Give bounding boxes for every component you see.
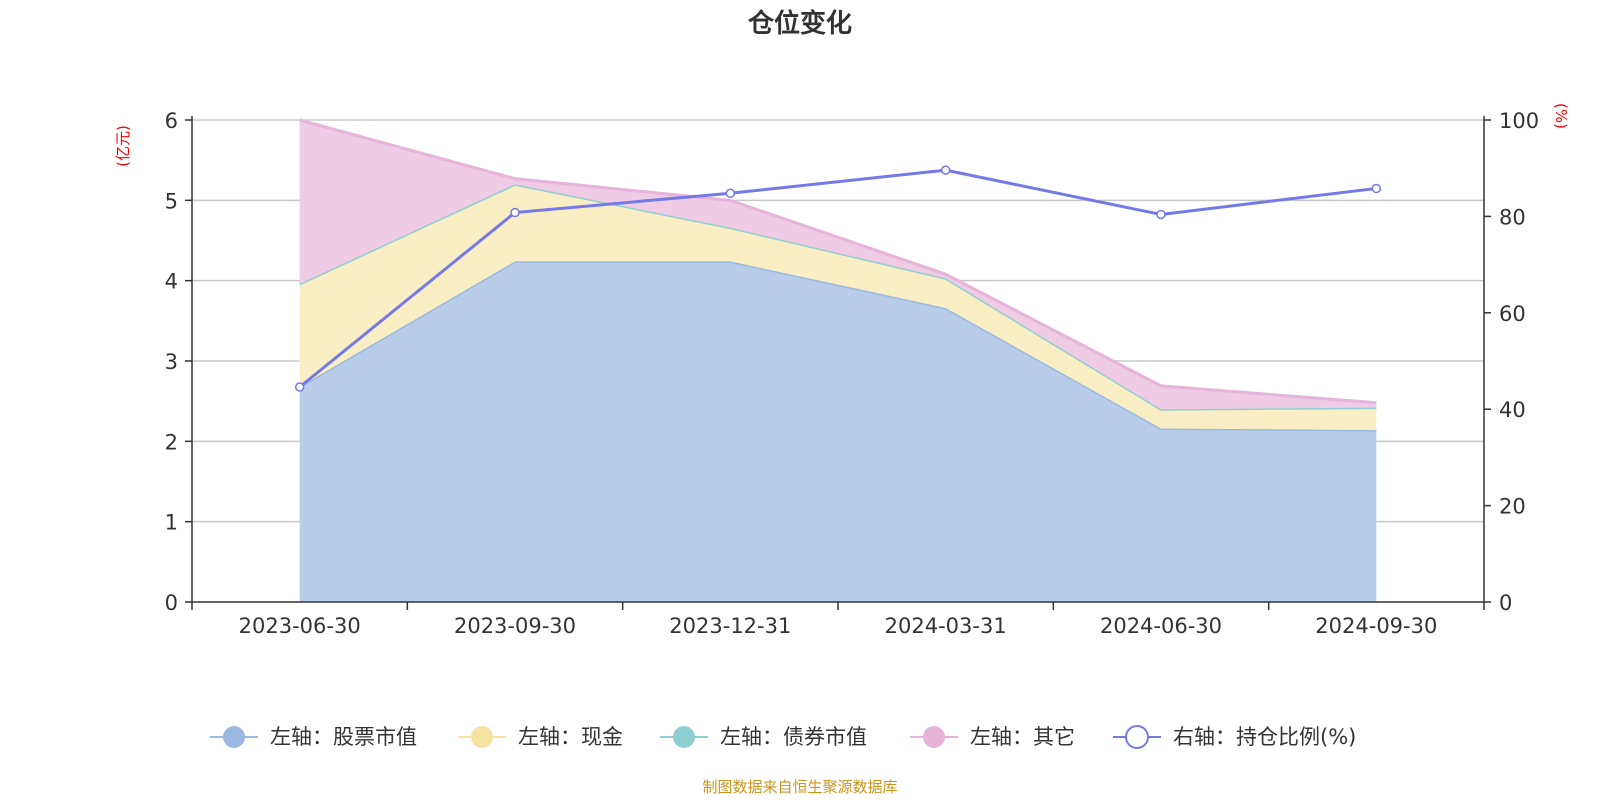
x-axis-tick-label: 2024-09-30: [1315, 614, 1437, 638]
right-axis-tick-label: 0: [1499, 591, 1512, 615]
x-axis-tick-label: 2024-03-31: [885, 614, 1007, 638]
legend-marker: [673, 726, 695, 748]
right-axis-tick-label: 60: [1499, 302, 1526, 326]
source-note: 制图数据来自恒生聚源数据库: [702, 778, 897, 796]
ratio-point: [1156, 209, 1166, 220]
left-axis-tick-label: 2: [165, 430, 178, 454]
legend-item-bond[interactable]: 左轴：债券市值: [660, 725, 867, 749]
ratio-line: [298, 168, 1377, 389]
legend-label: 左轴：现金: [518, 725, 623, 749]
right-axis-tick-label: 100: [1499, 109, 1539, 133]
left-axis-tick-label: 4: [165, 270, 178, 294]
ratio-point: [294, 382, 305, 392]
x-axis-tick-label: 2024-06-30: [1100, 614, 1222, 638]
left-axis-tick-label: 5: [165, 189, 178, 213]
legend-marker: [923, 726, 945, 748]
ratio-point: [725, 188, 736, 199]
left-axis-tick-label: 3: [165, 350, 178, 374]
legend-item-other[interactable]: 左轴：其它: [910, 725, 1075, 749]
legend-label: 左轴：债券市值: [720, 725, 867, 749]
legend-label: 左轴：其它: [970, 725, 1075, 749]
legend-marker: [223, 726, 245, 748]
holding-ratio-line: [294, 165, 1382, 392]
stacked-areas: [298, 118, 1377, 602]
ratio-point: [1371, 183, 1382, 194]
legend-marker: [1125, 725, 1149, 749]
right-axis-unit: (%): [1552, 103, 1570, 129]
right-axis-tick-label: 80: [1499, 205, 1526, 229]
x-axis-tick-label: 2023-09-30: [454, 614, 576, 638]
legend-item-cash[interactable]: 左轴：现金: [458, 725, 623, 749]
chart-title: 仓位变化: [747, 8, 852, 39]
right-axis-tick-label: 40: [1499, 398, 1526, 422]
ratio-point: [510, 207, 520, 218]
area-edge-4: [299, 118, 1377, 405]
left-axis-tick-label: 1: [165, 511, 178, 535]
legend: 左轴：股票市值 左轴：现金 左轴：债券市值 左轴：其它 右轴：持仓比例(%): [210, 725, 1356, 749]
x-axis-tick-label: 2023-06-30: [239, 614, 361, 638]
x-axis-tick-label: 2023-12-31: [669, 614, 791, 638]
left-axis-tick-label: 6: [165, 109, 178, 133]
area-2: [299, 184, 1377, 431]
legend-label: 右轴：持仓比例(%): [1173, 725, 1356, 749]
ratio-point: [940, 165, 951, 175]
left-axis-tick-label: 0: [165, 591, 178, 615]
legend-item-ratio[interactable]: 右轴：持仓比例(%): [1113, 725, 1356, 749]
right-axis-tick-label: 20: [1499, 495, 1526, 519]
legend-marker: [471, 726, 493, 748]
legend-item-stock[interactable]: 左轴：股票市值: [210, 725, 417, 749]
area-4: [299, 120, 1377, 410]
legend-label: 左轴：股票市值: [270, 725, 417, 749]
area-1: [299, 261, 1377, 602]
left-axis-unit: (亿元): [114, 125, 132, 167]
